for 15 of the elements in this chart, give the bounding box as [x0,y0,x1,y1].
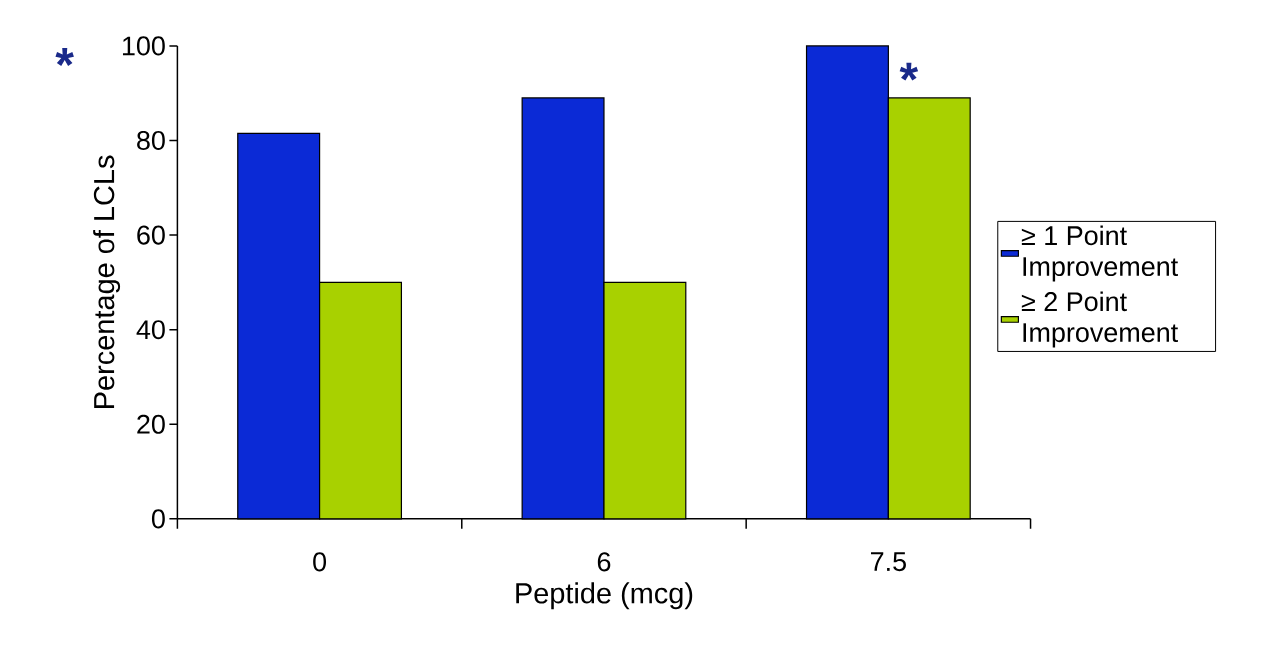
y-tick-label: 0 [151,509,165,529]
y-tick-label: 80 [137,131,165,151]
x-tick-label: 7.5 [871,552,906,572]
x-tick-label: 0 [313,552,327,572]
x-axis-title: Peptide (mcg) [516,582,693,610]
text: * [55,48,74,67]
y-axis-title: Percentage of LCLs [93,155,121,409]
y-tick-label: 20 [137,414,165,435]
annotation: * [899,62,919,81]
y-tick-label: 40 [136,320,165,340]
x-tick-label: 6 [597,552,611,572]
y-tick-label: 100 [122,36,165,56]
legend-label: ≥ 1 Point Improvement [1021,225,1178,282]
legend-label: ≥ 2 Point Improvement [1021,291,1178,348]
y-tick-label: 60 [137,225,165,245]
